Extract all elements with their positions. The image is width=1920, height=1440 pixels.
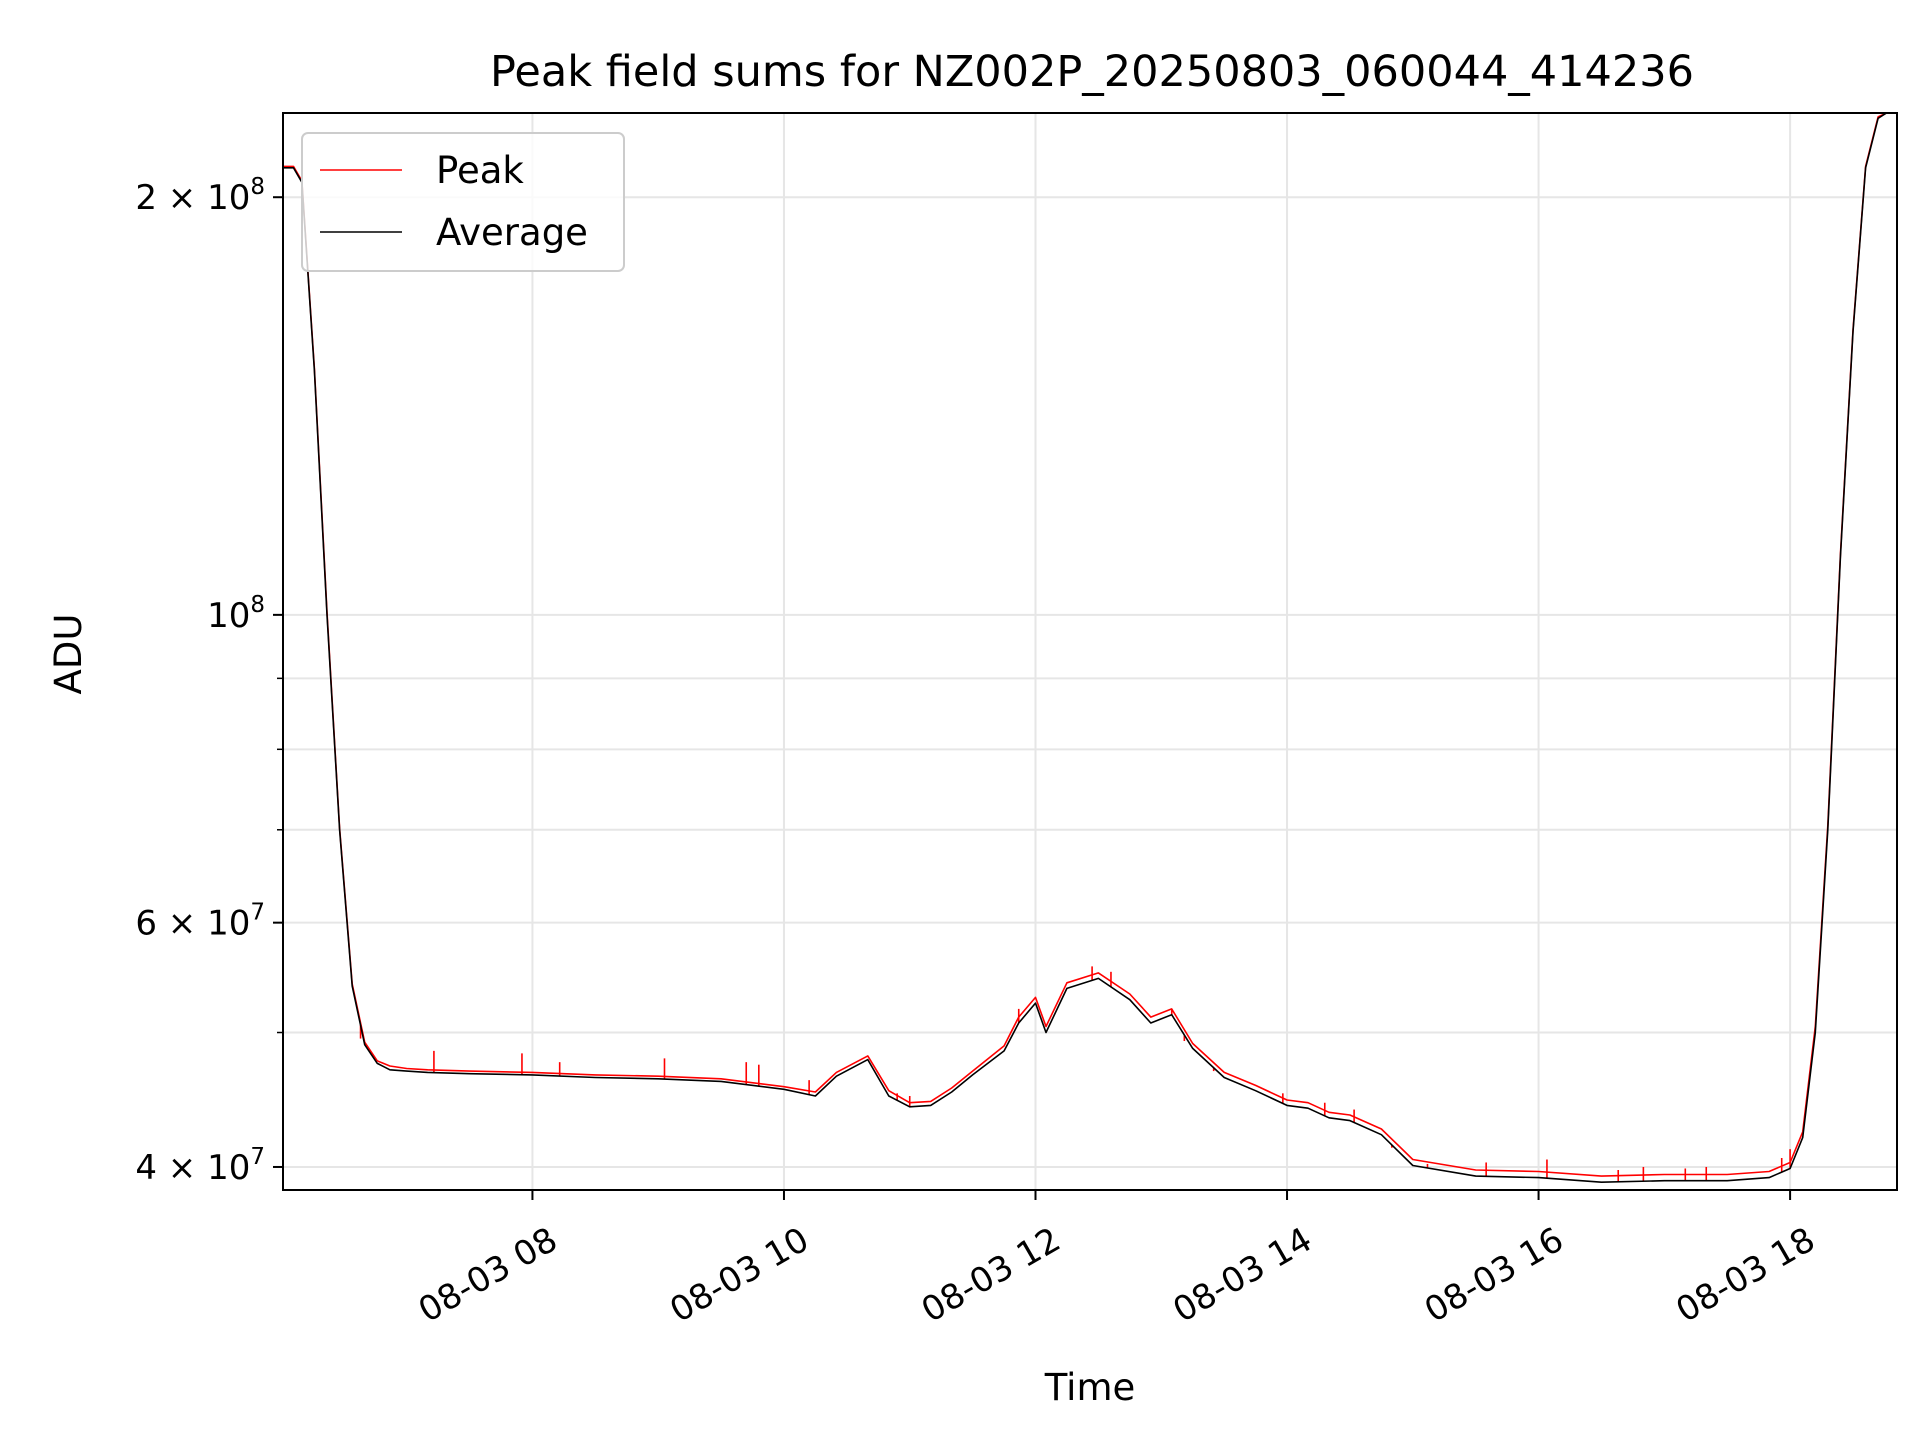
- plot-area: [282, 112, 1898, 1191]
- y-tick-label: 4 × 107: [135, 1144, 265, 1188]
- series-line-peak: [283, 113, 1897, 1177]
- y-tick-mantissa: 2 × 10: [135, 178, 250, 218]
- plot-frame: [282, 112, 1898, 1191]
- y-tick-label: 108: [207, 592, 265, 636]
- y-tick-exponent: 8: [250, 174, 265, 200]
- y-tick-exponent: 7: [250, 1144, 265, 1170]
- y-tick-mantissa: 10: [207, 596, 250, 636]
- series-line-average: [283, 113, 1897, 1183]
- y-tick-label: 2 × 108: [135, 174, 265, 218]
- legend: Peak Average: [301, 132, 625, 272]
- y-tick-mantissa: 4 × 10: [135, 1148, 250, 1188]
- chart-title: Peak field sums for NZ002P_20250803_0600…: [490, 47, 1694, 97]
- legend-box: [301, 132, 625, 272]
- legend-label-peak: Peak: [436, 149, 524, 192]
- y-tick-exponent: 8: [250, 592, 265, 618]
- series-layer: [283, 113, 1897, 1183]
- y-tick-exponent: 7: [250, 900, 265, 926]
- x-axis-label: Time: [1044, 1366, 1136, 1409]
- y-tick-mantissa: 6 × 10: [135, 904, 250, 944]
- grid: [283, 113, 1897, 1190]
- y-axis-label: ADU: [47, 614, 90, 695]
- legend-label-average: Average: [436, 211, 588, 254]
- y-tick-label: 6 × 107: [135, 900, 265, 944]
